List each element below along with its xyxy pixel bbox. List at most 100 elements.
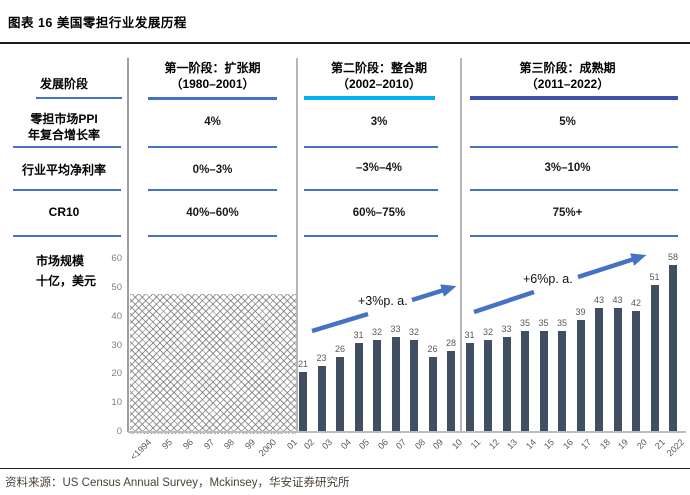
bar [373, 340, 381, 432]
stage3-period: （2011–2022） [525, 77, 610, 91]
stage1-cr10-value: 40%–60% [186, 207, 239, 219]
row-header-underline [13, 235, 121, 237]
x-tick-label: 10 [449, 437, 465, 452]
bar-value-label: 35 [519, 318, 530, 328]
bar [336, 357, 344, 432]
stage2-cr10-value: 60%–75% [352, 207, 406, 219]
bar-value-label: 32 [371, 327, 382, 337]
y-tick-label: 50 [111, 282, 122, 293]
x-tick-label: 12 [486, 437, 502, 452]
bar-value-label: 31 [464, 330, 475, 340]
bar-value-label: 43 [593, 295, 604, 305]
stage1-ppi-value: 4% [204, 116, 221, 128]
cell-underline [470, 235, 678, 237]
x-tick-label: 19 [616, 437, 631, 452]
bar-value-label: 58 [667, 252, 678, 262]
bar [447, 351, 455, 432]
row-header-underline [13, 146, 121, 148]
x-tick-label: 02 [301, 437, 317, 452]
stage2-period: （2002–2010） [336, 77, 422, 91]
stage2-margin-value: –3%–4% [355, 162, 403, 174]
row-header-cr10: CR10 [48, 205, 80, 219]
x-tick-label: 04 [338, 437, 354, 452]
y-axis-title-line1: 市场规模 [36, 254, 85, 268]
bar-value-label: 26 [334, 344, 345, 354]
annotation-stage2-growth: +3%p. a. [358, 294, 408, 308]
x-tick-label: 08 [412, 437, 428, 452]
row-header-ppi-line1: 零担市场PPI [30, 112, 98, 126]
bar [484, 340, 492, 432]
x-tick-label: 05 [357, 437, 372, 452]
bar [669, 265, 677, 432]
cell-underline [470, 146, 678, 148]
stage1-title: 第一阶段：扩张期 [164, 61, 261, 75]
bar [465, 343, 474, 432]
y-tick-label: 20 [111, 368, 122, 380]
source-note: 资料来源：US Census Annual Survey，Mckinsey，华安… [5, 477, 350, 489]
bar [521, 331, 529, 432]
row-header-underline [36, 97, 122, 99]
stage2-3-divider [460, 58, 462, 432]
x-axis-line [128, 431, 686, 433]
x-tick-label: 95 [160, 437, 175, 452]
cell-underline [470, 189, 678, 191]
stage2-title: 第二阶段：整合期 [330, 61, 427, 75]
bar [595, 308, 603, 432]
stage3-margin-value: 3%–10% [544, 162, 591, 174]
stage3-title: 第三阶段：成熟期 [519, 61, 616, 75]
footer-divider [0, 468, 690, 470]
y-tick-label: 10 [111, 397, 122, 409]
x-tick-label: 18 [597, 437, 613, 452]
x-tick-label: 16 [560, 437, 576, 452]
hatched-expansion-area [130, 294, 296, 434]
bar-value-label: 23 [316, 353, 327, 363]
stage3-ppi-value: 5% [559, 116, 576, 128]
bar [576, 320, 585, 432]
bar-value-label: 33 [501, 324, 512, 334]
x-tick-label: 11 [468, 437, 483, 451]
bar-value-label: 35 [538, 318, 549, 328]
title-divider [0, 42, 690, 44]
x-tick-label: 01 [284, 437, 299, 452]
y-tick-label: 0 [116, 426, 122, 437]
bar-value-label: 31 [353, 330, 364, 340]
cell-underline [148, 146, 277, 148]
bar [354, 343, 363, 432]
x-tick-label: 13 [505, 437, 520, 452]
y-tick-label: 30 [111, 339, 122, 351]
bar-value-label: 35 [556, 318, 567, 328]
row-header-underline [13, 189, 121, 191]
bar [299, 372, 307, 432]
x-tick-label: 99 [243, 437, 258, 452]
cell-underline [304, 146, 438, 148]
axis-divider [127, 58, 129, 432]
bar-value-label: 39 [575, 307, 586, 317]
x-tick-label: 2022 [664, 437, 687, 459]
bar-value-label: 51 [649, 272, 660, 282]
x-tick-label: 97 [201, 437, 216, 452]
stage2-underline [304, 96, 435, 100]
bar-value-label: 33 [390, 324, 401, 334]
x-tick-label: 07 [394, 437, 409, 452]
x-tick-label: 15 [542, 437, 557, 452]
x-tick-label: 06 [375, 437, 391, 452]
x-tick-label: 2000 [256, 437, 278, 459]
cell-underline [304, 235, 438, 237]
bar [410, 340, 418, 432]
cell-underline [304, 189, 438, 191]
row-header-ppi-line2: 年复合增长率 [27, 128, 100, 142]
bar [558, 331, 566, 432]
x-tick-label: 14 [523, 437, 539, 452]
stage1-underline [148, 97, 277, 100]
bar-value-label: 21 [297, 359, 308, 369]
bar [391, 337, 400, 432]
bar-value-label: 32 [482, 327, 493, 337]
stage3-cr10-value: 75%+ [552, 207, 583, 219]
bar [428, 357, 437, 432]
bar [502, 337, 511, 432]
x-tick-label: 03 [320, 437, 335, 452]
bar [539, 331, 548, 432]
x-tick-label: 20 [634, 437, 650, 452]
